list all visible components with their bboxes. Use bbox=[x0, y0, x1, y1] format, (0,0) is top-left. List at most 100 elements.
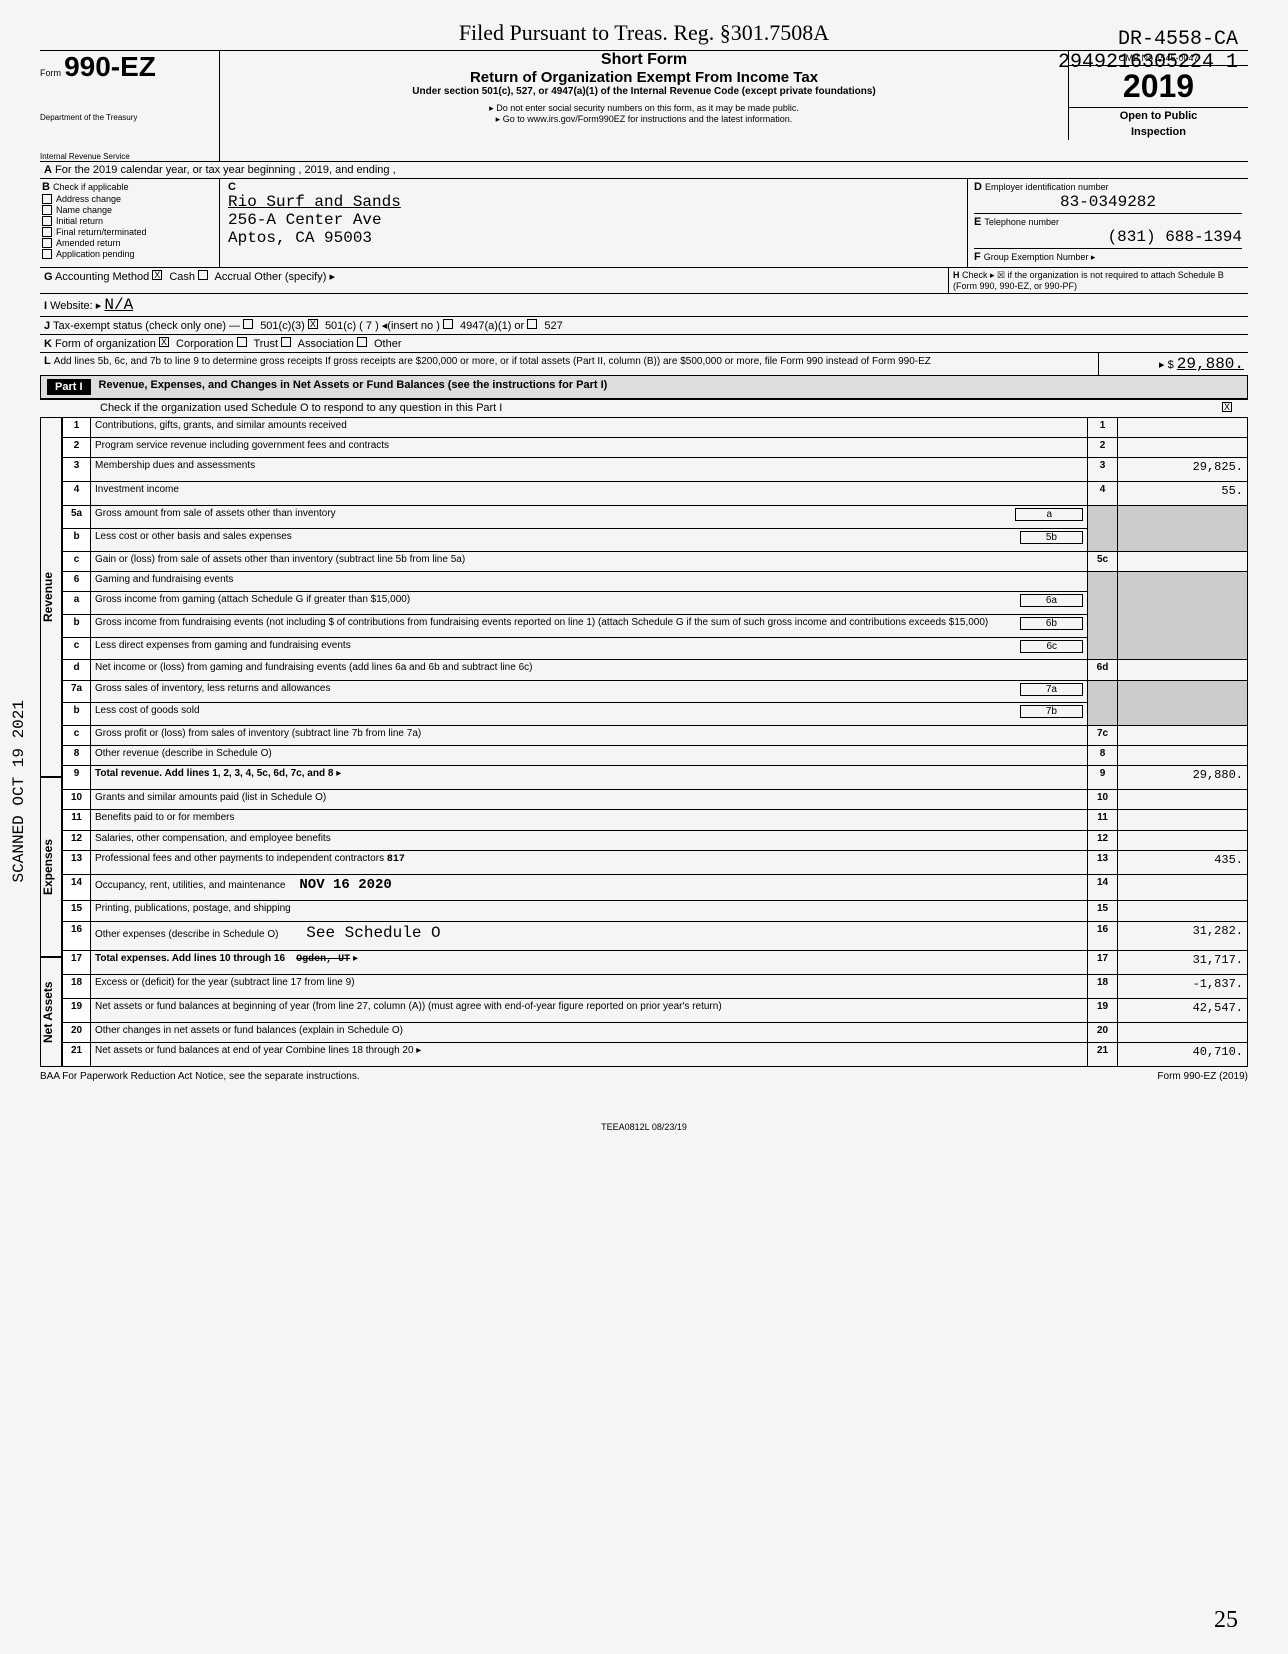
table-row: 10Grants and similar amounts paid (list … bbox=[63, 790, 1248, 810]
row-amt: 42,547. bbox=[1118, 998, 1248, 1022]
row-text: Net assets or fund balances at beginning… bbox=[91, 998, 1088, 1022]
financial-table: 1Contributions, gifts, grants, and simil… bbox=[62, 417, 1248, 1067]
stamp-817: 817 bbox=[387, 854, 405, 865]
org-addr1: 256-A Center Ave bbox=[228, 211, 382, 229]
row-amt: 55. bbox=[1118, 482, 1248, 506]
row-text: Program service revenue including govern… bbox=[91, 438, 1088, 458]
section-d-text: Employer identification number bbox=[985, 182, 1109, 192]
expenses-section-label: Expenses bbox=[40, 777, 62, 957]
table-row: 16Other expenses (describe in Schedule O… bbox=[63, 921, 1248, 950]
table-row: 9Total revenue. Add lines 1, 2, 3, 4, 5c… bbox=[63, 766, 1248, 790]
section-k-label: K bbox=[44, 338, 52, 350]
row-amt: -1,837. bbox=[1118, 974, 1248, 998]
row-text: Excess or (deficit) for the year (subtra… bbox=[91, 974, 1088, 998]
gross-receipts: 29,880. bbox=[1177, 355, 1244, 373]
org-name: Rio Surf and Sands bbox=[228, 193, 401, 211]
chk-initial-return[interactable]: Initial return bbox=[42, 216, 217, 226]
table-row: cGain or (loss) from sale of assets othe… bbox=[63, 551, 1248, 571]
table-row: 5aGross amount from sale of assets other… bbox=[63, 506, 1248, 529]
phone-value: (831) 688-1394 bbox=[974, 228, 1242, 246]
subtitle-1: Under section 501(c), 527, or 4947(a)(1)… bbox=[226, 86, 1062, 97]
chk-accrual[interactable] bbox=[198, 270, 208, 280]
row-amt: 31,717. bbox=[1118, 950, 1248, 974]
chk-other-org[interactable] bbox=[357, 337, 367, 347]
table-row: dNet income or (loss) from gaming and fu… bbox=[63, 660, 1248, 680]
section-l-text: Add lines 5b, 6c, and 7b to line 9 to de… bbox=[54, 356, 931, 367]
chk-label: Final return/terminated bbox=[56, 227, 147, 237]
table-row: 13Professional fees and other payments t… bbox=[63, 850, 1248, 874]
table-row: 18Excess or (deficit) for the year (subt… bbox=[63, 974, 1248, 998]
row-amt bbox=[1118, 746, 1248, 766]
dept-treasury: Department of the Treasury bbox=[40, 113, 213, 122]
chk-final-return[interactable]: Final return/terminated bbox=[42, 227, 217, 237]
part1-label: Part I bbox=[47, 379, 91, 395]
chk-501c[interactable] bbox=[308, 319, 318, 329]
chk-501c3[interactable] bbox=[243, 319, 253, 329]
table-row: cGross profit or (loss) from sales of in… bbox=[63, 725, 1248, 745]
table-row: 17Total expenses. Add lines 10 through 1… bbox=[63, 950, 1248, 974]
row-amt bbox=[1118, 810, 1248, 830]
scan-date-stamp: SCANNED OCT 19 2021 bbox=[10, 700, 28, 882]
section-f-text: Group Exemption Number ▸ bbox=[984, 252, 1096, 262]
table-row: 15Printing, publications, postage, and s… bbox=[63, 901, 1248, 921]
line-a: For the 2019 calendar year, or tax year … bbox=[55, 164, 396, 176]
chk-label: Name change bbox=[56, 205, 112, 215]
table-row: bLess cost or other basis and sales expe… bbox=[63, 529, 1248, 552]
row-text: Contributions, gifts, grants, and simila… bbox=[91, 418, 1088, 438]
chk-corporation[interactable] bbox=[159, 337, 169, 347]
cash-label: Cash bbox=[169, 271, 195, 283]
row-text: Gross income from gaming (attach Schedul… bbox=[95, 594, 410, 605]
row-text: Net assets or fund balances at end of ye… bbox=[95, 1045, 414, 1056]
chk-amended-return[interactable]: Amended return bbox=[42, 238, 217, 248]
table-row: 7aGross sales of inventory, less returns… bbox=[63, 680, 1248, 703]
row-text: Professional fees and other payments to … bbox=[95, 853, 384, 864]
section-h-text: Check ▸ ☒ if the organization is not req… bbox=[953, 270, 1224, 291]
table-row: cLess direct expenses from gaming and fu… bbox=[63, 637, 1248, 660]
irs-label: Internal Revenue Service bbox=[40, 152, 213, 161]
chk-cash[interactable] bbox=[152, 270, 162, 280]
501c-label: 501(c) ( 7 ) ◂(insert no ) bbox=[325, 320, 440, 332]
table-row: 8Other revenue (describe in Schedule O)8 bbox=[63, 746, 1248, 766]
chk-527[interactable] bbox=[527, 319, 537, 329]
table-row: 12Salaries, other compensation, and empl… bbox=[63, 830, 1248, 850]
chk-application-pending[interactable]: Application pending bbox=[42, 249, 217, 259]
table-row: 6Gaming and fundraising events bbox=[63, 571, 1248, 591]
section-c-label: C bbox=[228, 181, 236, 193]
dr-line1: DR-4558-CA bbox=[1058, 28, 1238, 51]
table-row: 1Contributions, gifts, grants, and simil… bbox=[63, 418, 1248, 438]
part1-check-text: Check if the organization used Schedule … bbox=[100, 402, 502, 414]
table-row: 3Membership dues and assessments329,825. bbox=[63, 458, 1248, 482]
open-public-1: Open to Public bbox=[1069, 108, 1248, 124]
chk-label: Initial return bbox=[56, 216, 103, 226]
section-f-label: F bbox=[974, 251, 981, 263]
row-amt: 31,282. bbox=[1118, 921, 1248, 950]
row-text: Salaries, other compensation, and employ… bbox=[95, 833, 331, 844]
table-row: bLess cost of goods sold 7b bbox=[63, 703, 1248, 726]
netassets-section-label: Net Assets bbox=[40, 957, 62, 1067]
row-text: Less cost or other basis and sales expen… bbox=[95, 531, 292, 542]
org-addr2: Aptos, CA 95003 bbox=[228, 229, 372, 247]
table-row: 19Net assets or fund balances at beginni… bbox=[63, 998, 1248, 1022]
table-row: 21Net assets or fund balances at end of … bbox=[63, 1042, 1248, 1066]
section-i-label: I bbox=[44, 300, 47, 312]
section-j-text: Tax-exempt status (check only one) — bbox=[53, 320, 240, 332]
chk-name-change[interactable]: Name change bbox=[42, 205, 217, 215]
chk-trust[interactable] bbox=[237, 337, 247, 347]
row-text: Less direct expenses from gaming and fun… bbox=[95, 640, 351, 651]
row-amt: 29,880. bbox=[1118, 766, 1248, 790]
assoc-label: Association bbox=[298, 338, 354, 350]
main-title: Return of Organization Exempt From Incom… bbox=[226, 69, 1062, 86]
row-text: Gross income from fundraising events (no… bbox=[95, 617, 988, 628]
row-amt bbox=[1118, 418, 1248, 438]
chk-association[interactable] bbox=[281, 337, 291, 347]
row-amt bbox=[1118, 874, 1248, 901]
row-amt bbox=[1118, 901, 1248, 921]
accrual-label: Accrual bbox=[215, 271, 252, 283]
row-amt: 435. bbox=[1118, 850, 1248, 874]
ein-value: 83-0349282 bbox=[974, 193, 1242, 211]
chk-schedule-o[interactable] bbox=[1222, 402, 1232, 412]
chk-address-change[interactable]: Address change bbox=[42, 194, 217, 204]
table-row: bGross income from fundraising events (n… bbox=[63, 614, 1248, 637]
table-row: aGross income from gaming (attach Schedu… bbox=[63, 592, 1248, 615]
chk-4947[interactable] bbox=[443, 319, 453, 329]
